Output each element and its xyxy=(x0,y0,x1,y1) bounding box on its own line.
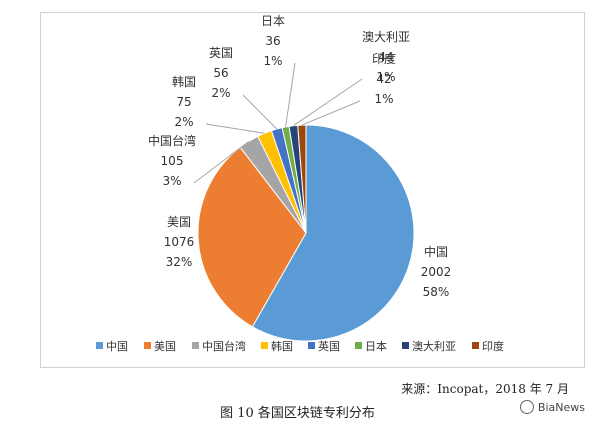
data-label-7: 印度 42 1% xyxy=(372,51,396,106)
legend-swatch-6 xyxy=(402,342,409,349)
bianews-icon xyxy=(519,400,534,414)
legend-label-3: 韩国 xyxy=(271,339,293,353)
leader-line-5 xyxy=(285,62,296,127)
legend-swatch-7 xyxy=(472,342,479,349)
leader-line-2 xyxy=(193,141,250,184)
legend-label-7: 印度 xyxy=(482,339,504,353)
data-label-3: 韩国 75 2% xyxy=(172,74,196,129)
chart-frame: 中国 2002 58% 美国 1076 32% 中国台湾 105 3% 韩国 75 2% 英国 56 2% 日… xyxy=(40,12,585,368)
pie-chart: 中国 2002 58% 美国 1076 32% 中国台湾 105 3% 韩国 75 2% 英国 56 2% 日… xyxy=(96,14,504,353)
leader-line-7 xyxy=(301,100,361,126)
legend-label-0: 中国 xyxy=(106,340,128,353)
legend-swatch-1 xyxy=(144,342,151,349)
legend-swatch-4 xyxy=(308,342,315,349)
legend-label-6: 澳大利亚 xyxy=(412,339,456,353)
legend-swatch-2 xyxy=(192,342,199,349)
data-label-2: 中国台湾 105 3% xyxy=(148,133,196,188)
data-label-0: 中国 2002 58% xyxy=(421,244,452,299)
leader-line-6 xyxy=(293,78,363,127)
legend-label-1: 美国 xyxy=(154,340,176,353)
source-line: 来源：Incopat，2018 年 7 月 xyxy=(401,382,569,396)
legend-swatch-5 xyxy=(355,342,362,349)
data-label-5: 日本 36 1% xyxy=(261,14,285,68)
legend-swatch-3 xyxy=(261,342,268,349)
data-label-4: 英国 56 2% xyxy=(209,46,233,100)
pie-slice-7 xyxy=(297,124,307,234)
figure-caption: 图 10 各国区块链专利分布 xyxy=(220,406,375,421)
brand-mark: BiaNews xyxy=(519,400,585,414)
data-label-1: 美国 1076 32% xyxy=(164,215,195,269)
brand-name: BiaNews xyxy=(537,400,585,414)
pie-slice-1 xyxy=(197,146,307,328)
legend-label-2: 中国台湾 xyxy=(202,339,246,353)
leader-line-4 xyxy=(242,94,278,130)
legend-swatch-0 xyxy=(96,342,103,349)
pie-slice-0 xyxy=(251,124,415,342)
legend-label-5: 日本 xyxy=(365,339,387,353)
data-label-6: 澳大利亚 44 1% xyxy=(362,30,410,84)
leader-line-3 xyxy=(205,123,265,134)
legend-label-4: 英国 xyxy=(318,339,340,353)
